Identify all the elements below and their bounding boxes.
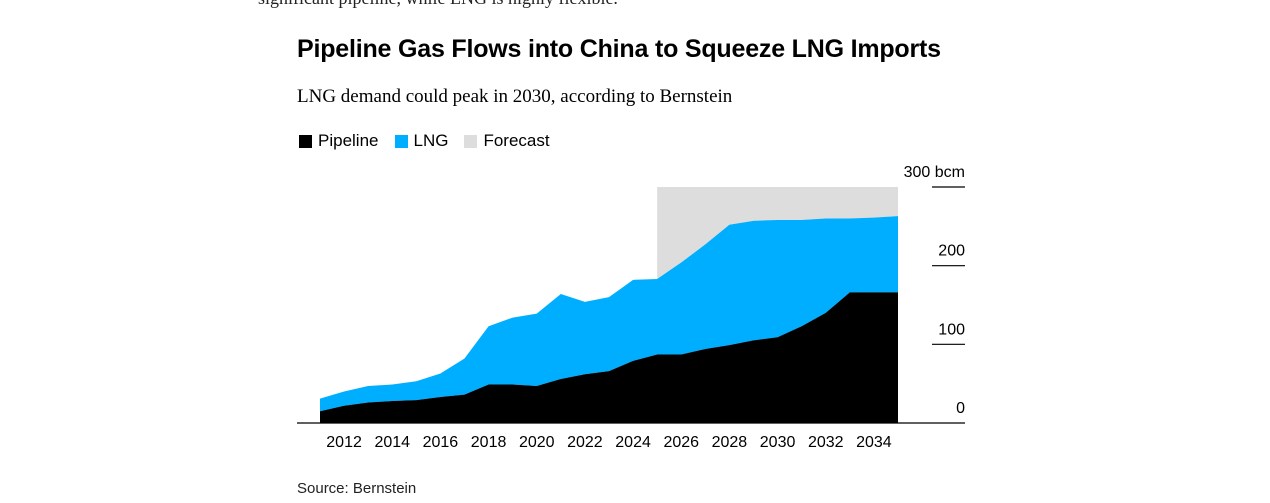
x-tick-label-0: 2012	[326, 434, 362, 451]
x-tick-label-5: 2022	[567, 434, 603, 451]
x-tick-label-8: 2028	[712, 434, 748, 451]
chart-title: Pipeline Gas Flows into China to Squeeze…	[297, 35, 941, 63]
legend-swatch-forecast	[464, 134, 478, 148]
y-tick-label-0: 0	[956, 400, 965, 417]
legend-swatch-pipeline	[299, 134, 312, 148]
legend-swatch-lng	[394, 134, 408, 148]
legend-item-forecast: Forecast	[464, 131, 550, 151]
chart-subtitle: LNG demand could peak in 2030, according…	[297, 86, 733, 107]
x-tick-label-1: 2014	[374, 434, 410, 451]
series-lng-area	[320, 216, 898, 412]
x-tick-label-6: 2024	[615, 434, 651, 451]
chart-legend: Pipeline LNG Forecast	[299, 131, 566, 151]
legend-label-lng: LNG	[413, 131, 449, 150]
y-tick-label-2: 200	[938, 243, 965, 260]
x-tick-label-11: 2034	[856, 434, 892, 451]
legend-item-pipeline: Pipeline	[299, 131, 379, 151]
x-tick-label-4: 2020	[519, 434, 555, 451]
x-tick-label-10: 2032	[808, 434, 844, 451]
x-tick-label-2: 2016	[423, 434, 459, 451]
legend-label-forecast: Forecast	[483, 131, 550, 150]
series-pipeline-area	[320, 292, 898, 423]
cutoff-preceding-text: significant pipeline, while LNG is highl…	[258, 0, 618, 9]
y-tick-label-3: 300 bcm	[904, 164, 965, 181]
y-tick-label-1: 100	[938, 321, 965, 338]
source-note: Source: Bernstein	[297, 480, 417, 497]
x-tick-label-3: 2018	[471, 434, 507, 451]
x-tick-label-9: 2030	[760, 434, 796, 451]
legend-label-pipeline: Pipeline	[318, 131, 379, 150]
legend-item-lng: LNG	[394, 131, 449, 151]
x-tick-label-7: 2026	[663, 434, 699, 451]
